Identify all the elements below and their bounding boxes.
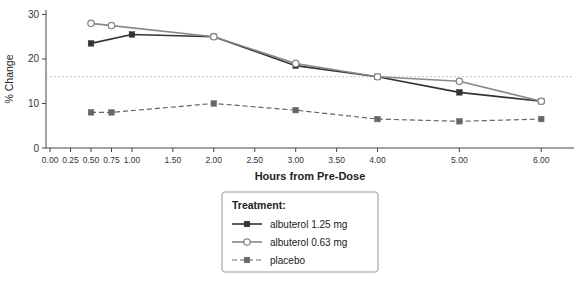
x-tick-label: 2.00 xyxy=(206,155,223,165)
y-tick xyxy=(42,103,46,104)
reference-line xyxy=(46,76,574,77)
point xyxy=(109,110,115,116)
point xyxy=(211,34,217,40)
point xyxy=(375,116,381,122)
x-tick xyxy=(131,148,132,152)
x-tick-label: 1.00 xyxy=(124,155,141,165)
point xyxy=(292,60,298,66)
x-tick-label: 3.00 xyxy=(287,155,304,165)
series-line xyxy=(91,34,541,101)
series xyxy=(88,101,544,124)
y-tick xyxy=(42,58,46,59)
point xyxy=(538,116,544,122)
legend-marker xyxy=(244,221,250,227)
x-tick xyxy=(70,148,71,152)
x-tick xyxy=(459,148,460,152)
x-tick xyxy=(377,148,378,152)
legend-box xyxy=(222,192,378,272)
x-tick-label: 1.50 xyxy=(165,155,182,165)
point xyxy=(88,20,94,26)
point xyxy=(211,101,217,107)
x-tick xyxy=(111,148,112,152)
legend: Treatment: albuterol 1.25 mg albuterol 0.6… xyxy=(222,192,378,272)
x-tick xyxy=(50,148,51,152)
series xyxy=(88,32,544,104)
x-tick-label: 5.00 xyxy=(451,155,468,165)
x-tick-label: 2.50 xyxy=(246,155,263,165)
point xyxy=(88,41,94,47)
y-tick-label: 20 xyxy=(28,53,40,64)
x-tick-label: 4.00 xyxy=(369,155,386,165)
point xyxy=(375,74,381,80)
x-tick-label: 3.50 xyxy=(328,155,345,165)
x-axis-line xyxy=(46,148,574,149)
x-tick xyxy=(172,148,173,152)
y-tick xyxy=(42,148,46,149)
y-axis-line xyxy=(46,10,47,148)
legend-label: albuterol 1.25 mg xyxy=(270,219,347,230)
point xyxy=(374,74,380,80)
point xyxy=(457,118,463,124)
legend-title: Treatment: xyxy=(232,199,286,211)
point xyxy=(108,22,114,28)
point xyxy=(456,78,462,84)
x-tick xyxy=(91,148,92,152)
y-tick xyxy=(42,14,46,15)
point xyxy=(129,32,135,38)
series-line xyxy=(91,103,541,121)
chart: 0 10 20 30 0.000.25 0.500.75 1.00 1.50 2.00 2.50 3… xyxy=(0,0,583,292)
point xyxy=(88,110,94,116)
x-tick xyxy=(295,148,296,152)
x-tick xyxy=(213,148,214,152)
y-axis-label: % Change xyxy=(3,54,15,103)
x-axis-label: Hours from Pre-Dose xyxy=(255,170,366,182)
series xyxy=(88,20,545,104)
legend-marker xyxy=(244,239,250,245)
series-line xyxy=(91,23,541,101)
x-tick-label: 0.25 xyxy=(62,155,79,165)
x-tick-label: 0.50 xyxy=(83,155,100,165)
point xyxy=(457,90,463,96)
legend-marker xyxy=(244,257,250,263)
legend-label: albuterol 0.63 mg xyxy=(270,237,347,248)
x-tick xyxy=(541,148,542,152)
legend-label: placebo xyxy=(270,255,305,266)
x-tick-label: 0.00 xyxy=(42,155,59,165)
y-tick-label: 30 xyxy=(28,9,40,20)
point xyxy=(211,34,217,40)
y-tick-label: 10 xyxy=(28,98,40,109)
plot-area xyxy=(46,20,574,124)
y-tick-label: 0 xyxy=(33,143,39,154)
x-tick xyxy=(336,148,337,152)
axes: 0 10 20 30 0.000.25 0.500.75 1.00 1.50 2.00 2.50 3… xyxy=(28,9,574,165)
point xyxy=(538,98,544,104)
x-tick xyxy=(254,148,255,152)
point xyxy=(293,107,299,113)
x-tick-label: 6.00 xyxy=(533,155,550,165)
x-tick-label: 0.75 xyxy=(103,155,120,165)
point xyxy=(538,98,544,104)
